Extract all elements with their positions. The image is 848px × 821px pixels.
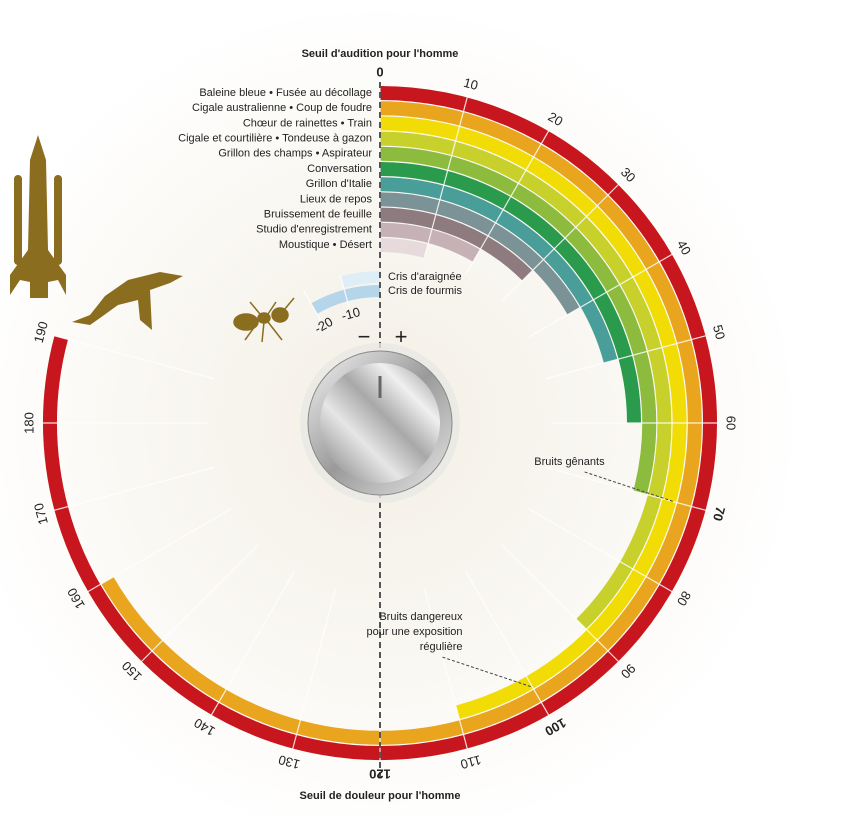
tick-line <box>210 571 295 717</box>
title-top: Seuil d'audition pour l'homme <box>302 48 459 60</box>
ant <box>233 297 295 343</box>
tick-line <box>291 588 337 750</box>
tick-line <box>545 466 707 512</box>
tick-line <box>465 571 550 717</box>
tick-label: 120 <box>369 767 391 782</box>
legend-label: Lieux de repos <box>300 193 373 205</box>
tick-label: 40 <box>674 237 694 257</box>
illustrations <box>10 135 295 343</box>
tick-label: 10 <box>462 75 480 93</box>
tick-label: 0 <box>376 64 383 79</box>
tick-line <box>339 275 350 309</box>
tick-label: -10 <box>340 304 362 323</box>
legend-label: Chœur de rainettes • Train <box>243 117 372 129</box>
tick-line <box>545 334 707 380</box>
annotation-leader <box>584 471 675 503</box>
annotation: Bruits dangereux <box>379 611 463 623</box>
tick-line <box>528 253 674 338</box>
ring <box>379 238 428 258</box>
ring <box>379 131 672 630</box>
tick-label: 110 <box>459 752 483 772</box>
legend-label: Baleine bleue • Fusée au décollage <box>199 87 372 99</box>
knob[interactable] <box>300 343 460 503</box>
tick-label: 190 <box>31 320 51 345</box>
tick-line <box>501 183 620 302</box>
tick-label: 180 <box>21 412 36 434</box>
ring <box>379 116 687 720</box>
legend-label: Cigale australienne • Coup de foudre <box>192 102 372 114</box>
tick-label: 60 <box>724 416 739 430</box>
legend-label: Grillon d'Italie <box>306 178 372 190</box>
tick-label: 70 <box>710 505 728 523</box>
whale <box>72 272 183 330</box>
legend-label: Studio d'enregistrement <box>256 224 372 236</box>
tick-line <box>140 544 259 663</box>
booster <box>54 175 62 265</box>
tick-label: 80 <box>674 589 694 609</box>
tick-label: 20 <box>546 109 566 129</box>
knob-minus[interactable]: − <box>358 324 371 349</box>
knob-plus[interactable]: + <box>395 324 408 349</box>
annotation: pour une exposition <box>366 626 462 638</box>
tick-line <box>53 334 215 380</box>
ring <box>379 207 533 281</box>
booster <box>14 175 22 265</box>
tick-label: 130 <box>277 752 302 772</box>
legend-label: Moustique • Désert <box>279 239 372 251</box>
tick-line <box>53 466 215 512</box>
ring <box>379 146 657 495</box>
annotation: régulière <box>420 641 463 653</box>
annotation-leader <box>442 656 533 688</box>
tick-line <box>86 508 232 593</box>
title-bottom: Seuil de douleur pour l'homme <box>300 790 461 802</box>
tick-label: 170 <box>31 501 51 526</box>
legend-label: Cris d'araignée <box>388 271 462 283</box>
legend-label: Conversation <box>307 163 372 175</box>
ring <box>379 177 618 364</box>
tick-label: 50 <box>710 323 728 341</box>
tick-line <box>302 290 322 321</box>
legend-label: Cigale et courtilière • Tondeuse à gazon <box>178 133 372 145</box>
legend-label: Bruissement de feuille <box>264 209 372 221</box>
rocket <box>10 135 66 298</box>
legend-label: Cris de fourmis <box>388 285 462 297</box>
tick-line <box>465 129 550 275</box>
ring <box>340 271 381 288</box>
annotation: Bruits gênants <box>534 456 605 468</box>
legend-label: Grillon des champs • Aspirateur <box>218 148 372 160</box>
tick-line <box>423 588 469 750</box>
tick-line <box>528 508 674 593</box>
ring <box>43 86 717 760</box>
tick-line <box>423 96 469 258</box>
tick-line <box>501 544 620 663</box>
